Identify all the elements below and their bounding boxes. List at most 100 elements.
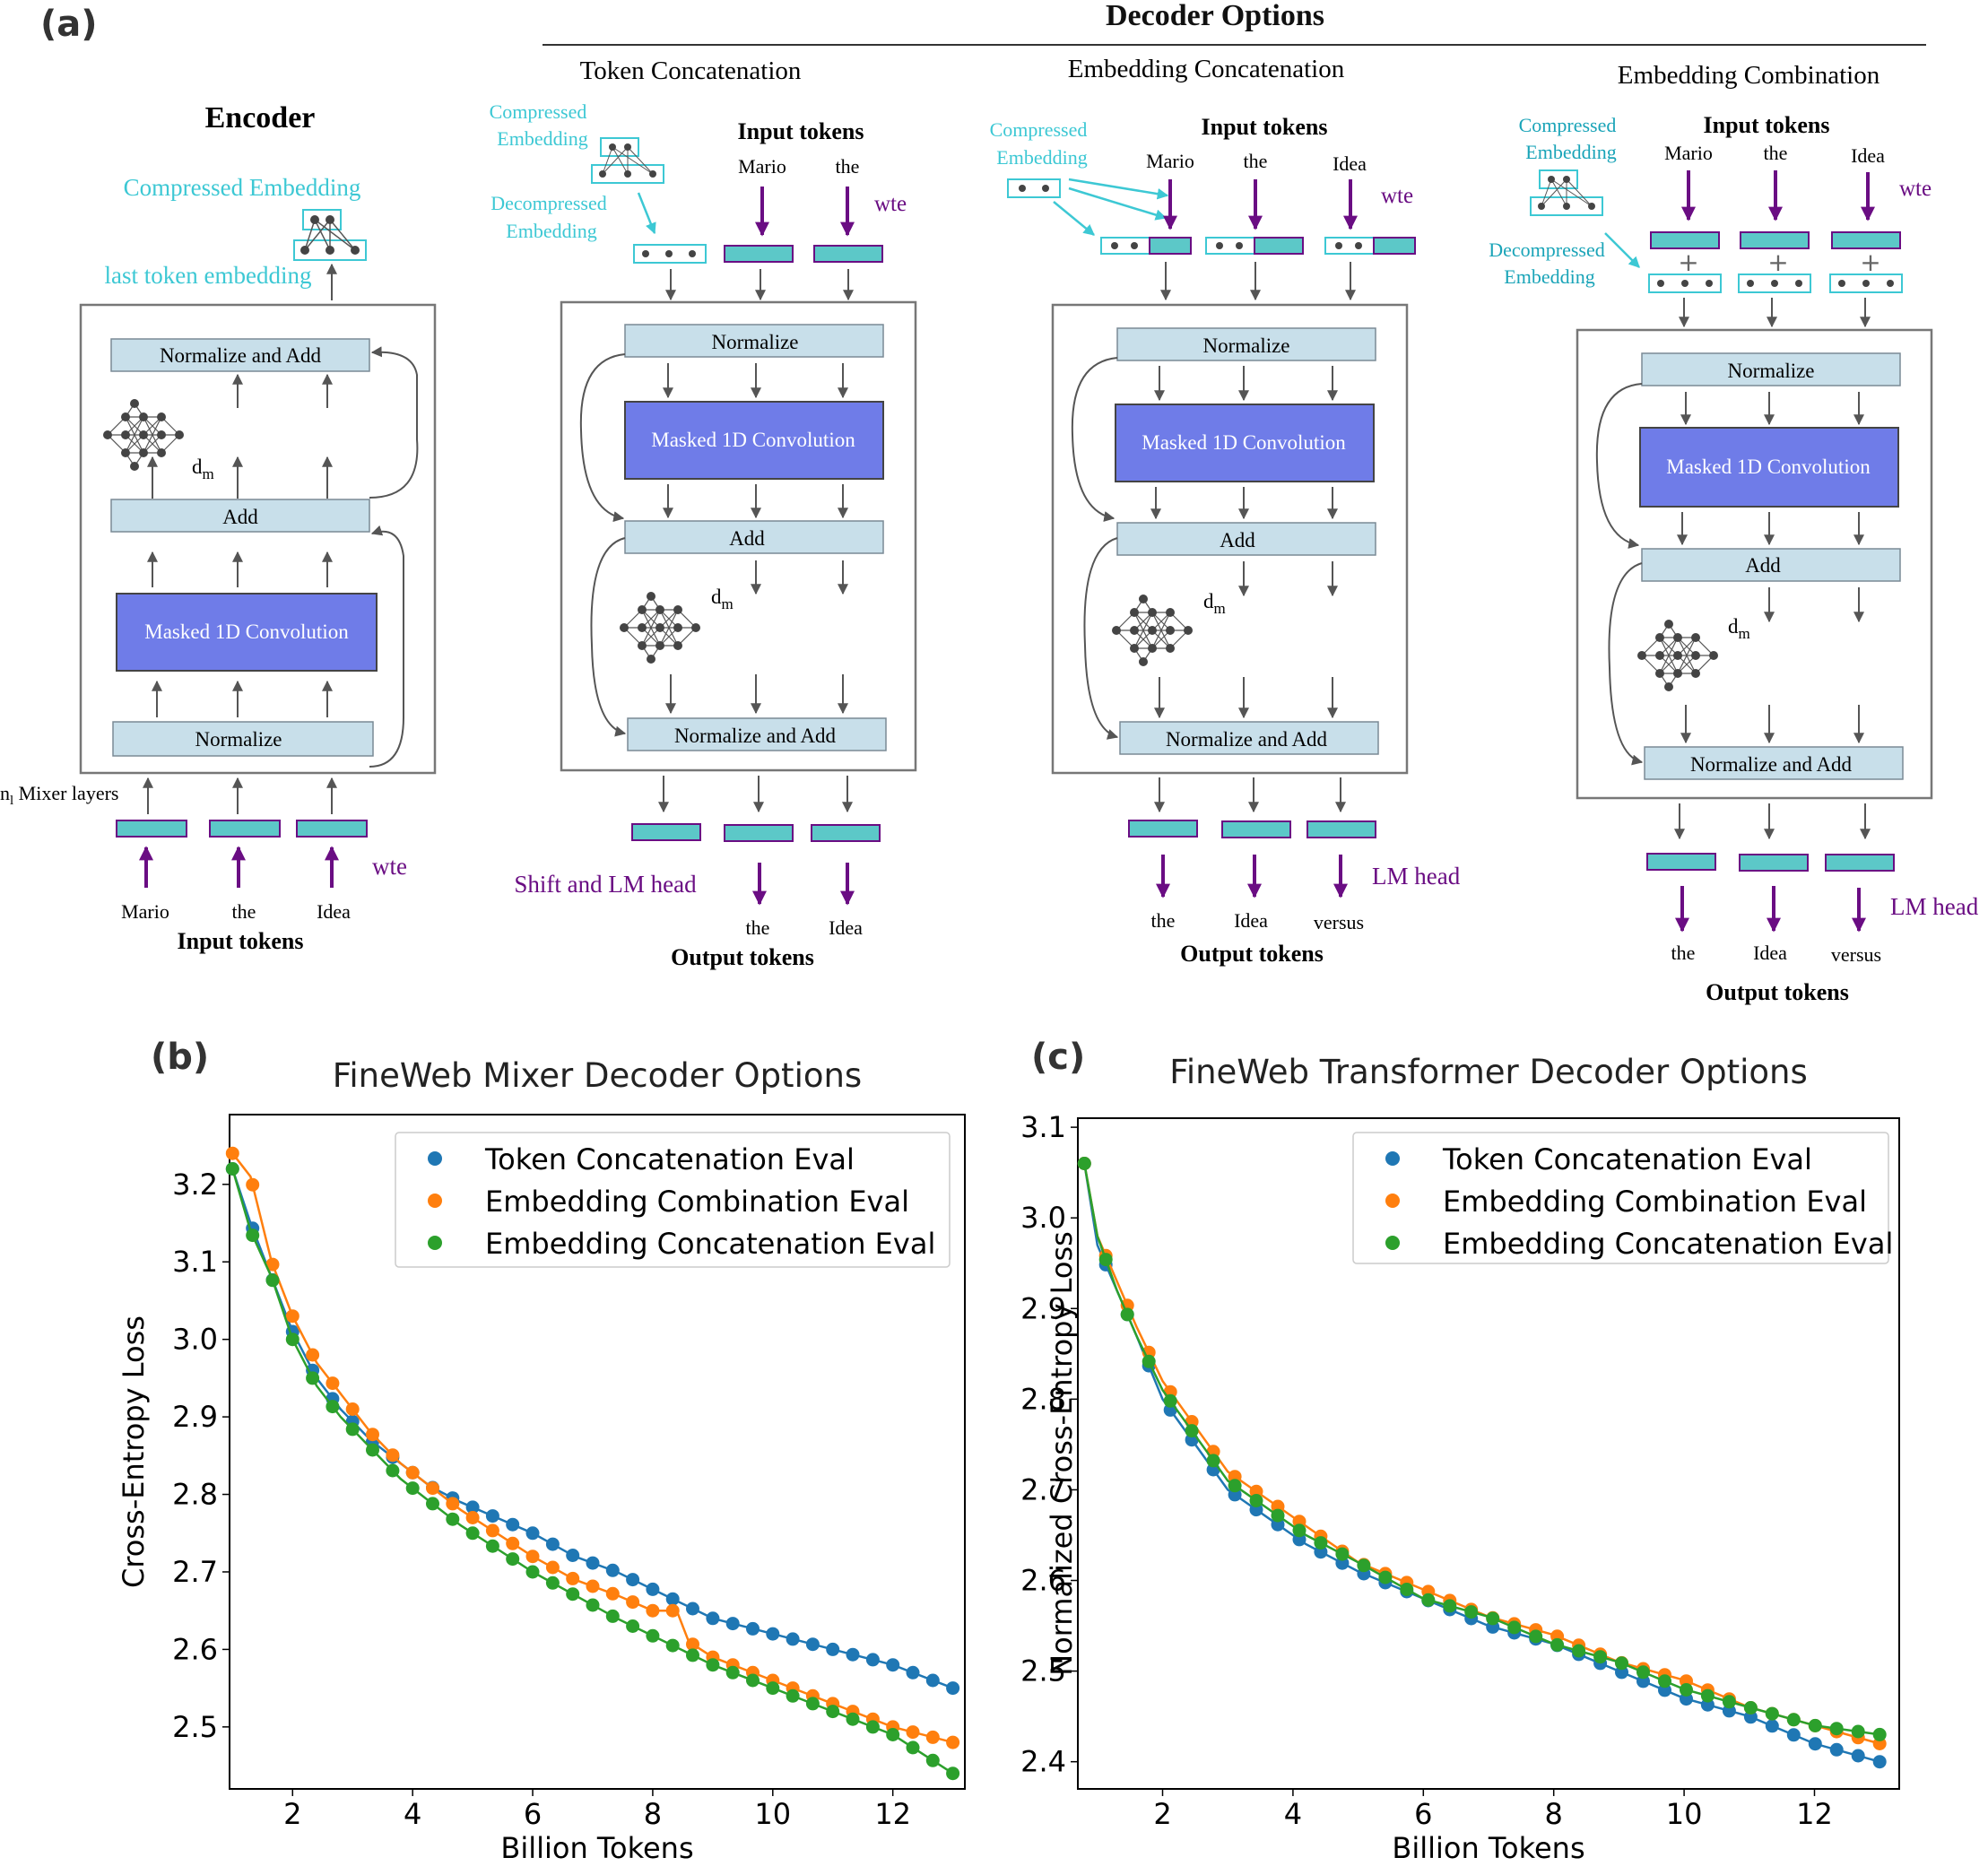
series-point-2 bbox=[1486, 1611, 1500, 1626]
series-point-1 bbox=[285, 1309, 300, 1324]
ec-add-label: Add bbox=[1220, 529, 1255, 551]
encoder-mixer-layers-label: nl Mixer layers bbox=[0, 782, 118, 808]
ec-normalize-add-label: Normalize and Add bbox=[1166, 728, 1328, 751]
tc-token-embedding-1 bbox=[813, 245, 883, 263]
eb-output-embedding-2 bbox=[1825, 854, 1895, 872]
series-point-2 bbox=[1550, 1637, 1565, 1652]
encoder-compressed-embedding-label: Compressed Embedding bbox=[124, 174, 361, 201]
tc-compressed-icon bbox=[591, 137, 664, 184]
eb-normalize-add-label: Normalize and Add bbox=[1690, 753, 1853, 776]
series-point-0 bbox=[485, 1509, 499, 1523]
y-axis-label: Cross-Entropy Loss bbox=[117, 1315, 151, 1588]
series-point-2 bbox=[525, 1565, 540, 1579]
series-point-0 bbox=[686, 1602, 699, 1616]
tc-title: Token Concatenation bbox=[580, 56, 802, 85]
tc-normalize-label: Normalize bbox=[711, 331, 798, 353]
encoder-token-0: Mario bbox=[121, 900, 169, 923]
y-tick-label: 3.0 bbox=[1020, 1201, 1066, 1235]
series-point-2 bbox=[605, 1609, 620, 1623]
series-point-2 bbox=[345, 1422, 360, 1437]
series-point-2 bbox=[326, 1400, 340, 1414]
eb-plus-0: + bbox=[1678, 247, 1698, 277]
eb-decompressed-line1: Decompressed bbox=[1489, 239, 1605, 261]
x-tick-label: 10 bbox=[1666, 1797, 1703, 1831]
y-tick-label: 3.2 bbox=[172, 1168, 218, 1202]
series-point-1 bbox=[345, 1402, 360, 1416]
eb-decompressed-embeddings bbox=[1648, 273, 1903, 293]
decoder-options-title: Decoder Options bbox=[1106, 0, 1324, 32]
tc-token-1: the bbox=[836, 155, 860, 178]
series-point-2 bbox=[446, 1512, 460, 1526]
tc-decompressed-embedding bbox=[633, 244, 707, 264]
series-point-1 bbox=[265, 1257, 280, 1272]
series-point-2 bbox=[1185, 1424, 1199, 1438]
chart-b: (b) FineWeb Mixer Decoder Options 2 4 6 8 10 12… bbox=[117, 1037, 966, 1865]
series-point-2 bbox=[1163, 1393, 1177, 1408]
series-point-0 bbox=[545, 1537, 560, 1551]
ec-title: Embedding Concatenation bbox=[1068, 55, 1345, 83]
series-point-0 bbox=[566, 1549, 580, 1562]
tc-dm-label: dm bbox=[711, 586, 734, 612]
encoder-mlp-icon bbox=[103, 399, 184, 471]
series-point-1 bbox=[446, 1497, 460, 1511]
series-point-2 bbox=[225, 1162, 239, 1176]
chart-c: (c) FineWeb Transformer Decoder Options 2 4… bbox=[1020, 1037, 1900, 1865]
eb-token-2: Idea bbox=[1851, 144, 1885, 167]
y-tick-label: 3.0 bbox=[172, 1323, 218, 1357]
series-point-2 bbox=[1314, 1536, 1328, 1550]
tc-conv bbox=[624, 401, 884, 480]
eb-conv bbox=[1639, 427, 1899, 508]
series-point-2 bbox=[1872, 1727, 1887, 1741]
series-point-2 bbox=[285, 1332, 300, 1347]
y-tick-label: 2.4 bbox=[1020, 1745, 1066, 1779]
ec-wte-label: wte bbox=[1381, 184, 1413, 208]
legend-label-0: Token Concatenation Eval bbox=[1442, 1142, 1812, 1176]
y-tick-label: 2.9 bbox=[172, 1400, 218, 1434]
series-point-0 bbox=[1829, 1742, 1844, 1757]
series-point-0 bbox=[746, 1621, 760, 1636]
ec-output-1: Idea bbox=[1234, 909, 1268, 932]
x-tick-label: 8 bbox=[644, 1797, 662, 1831]
series-point-0 bbox=[805, 1637, 820, 1652]
series-point-1 bbox=[405, 1465, 420, 1480]
chart-panel-label: (b) bbox=[151, 1037, 209, 1078]
series-point-2 bbox=[1658, 1674, 1671, 1688]
eb-head-label: LM head bbox=[1890, 893, 1979, 920]
legend-marker-2 bbox=[1385, 1236, 1400, 1250]
legend-marker-1 bbox=[1385, 1194, 1400, 1208]
series-point-2 bbox=[1120, 1307, 1134, 1322]
chart-panel-label: (c) bbox=[1031, 1037, 1085, 1078]
encoder-normalize-label: Normalize bbox=[195, 728, 282, 751]
x-tick-label: 8 bbox=[1545, 1797, 1563, 1831]
x-axis-label: Billion Tokens bbox=[500, 1831, 693, 1865]
eb-plus-2: + bbox=[1860, 247, 1880, 277]
ec-compressed-embedding bbox=[1007, 178, 1061, 198]
y-tick-label: 2.9 bbox=[1020, 1291, 1066, 1325]
series-point-1 bbox=[525, 1549, 540, 1564]
plot-frame bbox=[1077, 1117, 1900, 1790]
series-point-2 bbox=[1249, 1494, 1263, 1507]
x-tick-label: 2 bbox=[1153, 1797, 1171, 1831]
tc-wte-label: wte bbox=[874, 192, 907, 216]
legend-label-2: Embedding Concatenation Eval bbox=[1443, 1227, 1893, 1261]
series-point-2 bbox=[1722, 1695, 1736, 1709]
series-point-2 bbox=[686, 1648, 699, 1662]
x-tick-label: 4 bbox=[404, 1797, 421, 1831]
eb-output-embedding-0 bbox=[1646, 853, 1716, 871]
eb-compressed-icon bbox=[1530, 169, 1603, 216]
tc-conv-label: Masked 1D Convolution bbox=[651, 429, 855, 451]
eb-output-2: versus bbox=[1831, 943, 1881, 966]
x-tick-label: 10 bbox=[754, 1797, 791, 1831]
series-point-2 bbox=[485, 1539, 499, 1553]
tc-mlp-icon bbox=[620, 592, 700, 664]
series-point-2 bbox=[1421, 1593, 1436, 1607]
series-point-2 bbox=[366, 1443, 379, 1457]
eb-output-tokens-label: Output tokens bbox=[1706, 979, 1849, 1005]
series-point-2 bbox=[1400, 1583, 1414, 1596]
series-point-1 bbox=[626, 1595, 640, 1610]
series-point-0 bbox=[946, 1681, 960, 1696]
tc-output-embedding-1 bbox=[724, 824, 794, 842]
encoder-conv-label: Masked 1D Convolution bbox=[144, 621, 349, 643]
series-point-2 bbox=[646, 1628, 660, 1643]
last-token-embedding-label: last token embedding bbox=[105, 262, 312, 289]
